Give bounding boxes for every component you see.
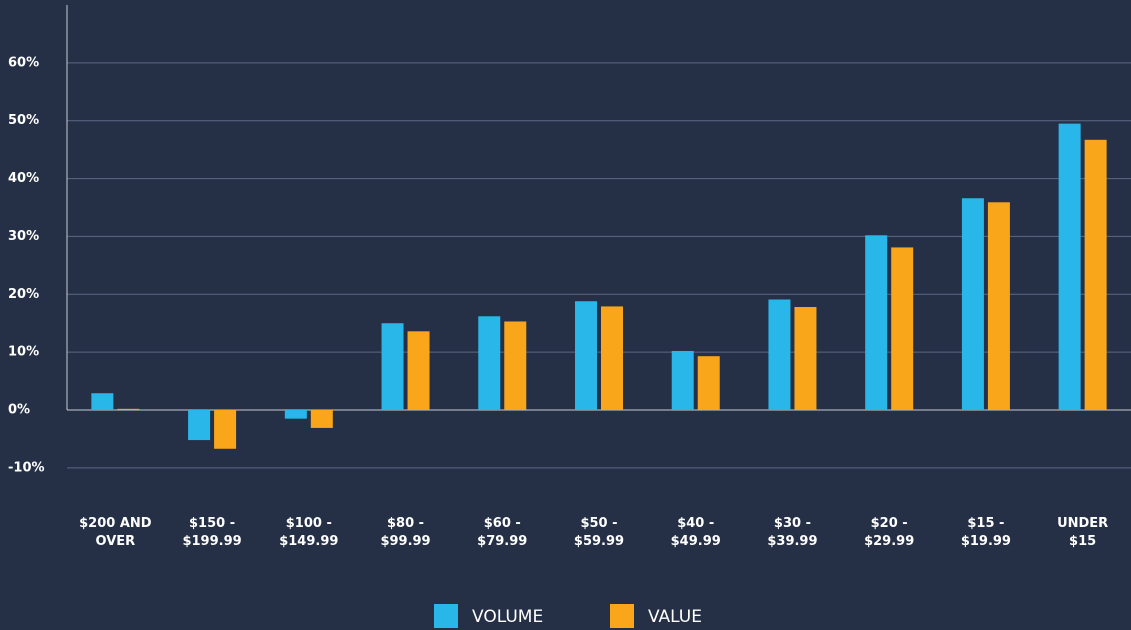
bar [697, 356, 720, 410]
bar [1058, 123, 1081, 410]
x-tick-label: $80 - $99.99 [380, 516, 431, 549]
bar [987, 202, 1010, 410]
bar [407, 331, 430, 410]
legend-swatch [434, 604, 458, 628]
bar [117, 408, 140, 410]
bar [478, 316, 501, 410]
y-tick-label: 40% [8, 171, 39, 186]
bar [214, 410, 237, 449]
x-tick-label: $15 - $19.99 [960, 516, 1011, 549]
x-tick-label: $60 - $79.99 [477, 516, 528, 549]
bar [601, 306, 623, 410]
y-tick-label: -10% [8, 460, 45, 475]
bar [961, 198, 984, 410]
bar [284, 410, 307, 419]
y-tick-label: 10% [8, 345, 39, 360]
legend-swatch [610, 604, 634, 628]
x-tick-label: UNDER $15 [1057, 516, 1109, 549]
y-tick-label: 60% [8, 55, 39, 70]
bar [794, 307, 817, 410]
bar [891, 247, 914, 410]
bar [1084, 139, 1107, 411]
legend-label: VOLUME [472, 607, 543, 627]
x-tick-label: $50 - $59.99 [573, 516, 625, 549]
x-tick-label: $150 - $199.99 [182, 516, 242, 549]
bar [768, 299, 791, 410]
y-tick-label: 30% [8, 229, 39, 244]
bar [671, 350, 694, 410]
x-tick-label: $100 - $149.99 [279, 516, 339, 549]
bar [91, 393, 114, 410]
bar [310, 410, 333, 428]
y-tick-label: 20% [8, 287, 39, 302]
bar [865, 235, 888, 410]
y-tick-label: 0% [8, 403, 30, 418]
x-tick-label: $40 - $49.99 [670, 516, 721, 549]
bar [381, 323, 404, 410]
bar [575, 301, 597, 410]
bar [188, 410, 211, 441]
bar [504, 321, 527, 410]
x-tick-label: $200 AND OVER [79, 516, 152, 549]
x-tick-label: $20 - $29.99 [864, 516, 915, 549]
y-tick-label: 50% [8, 113, 39, 128]
legend-label: VALUE [648, 607, 702, 627]
x-tick-label: $30 - $39.99 [767, 516, 818, 549]
